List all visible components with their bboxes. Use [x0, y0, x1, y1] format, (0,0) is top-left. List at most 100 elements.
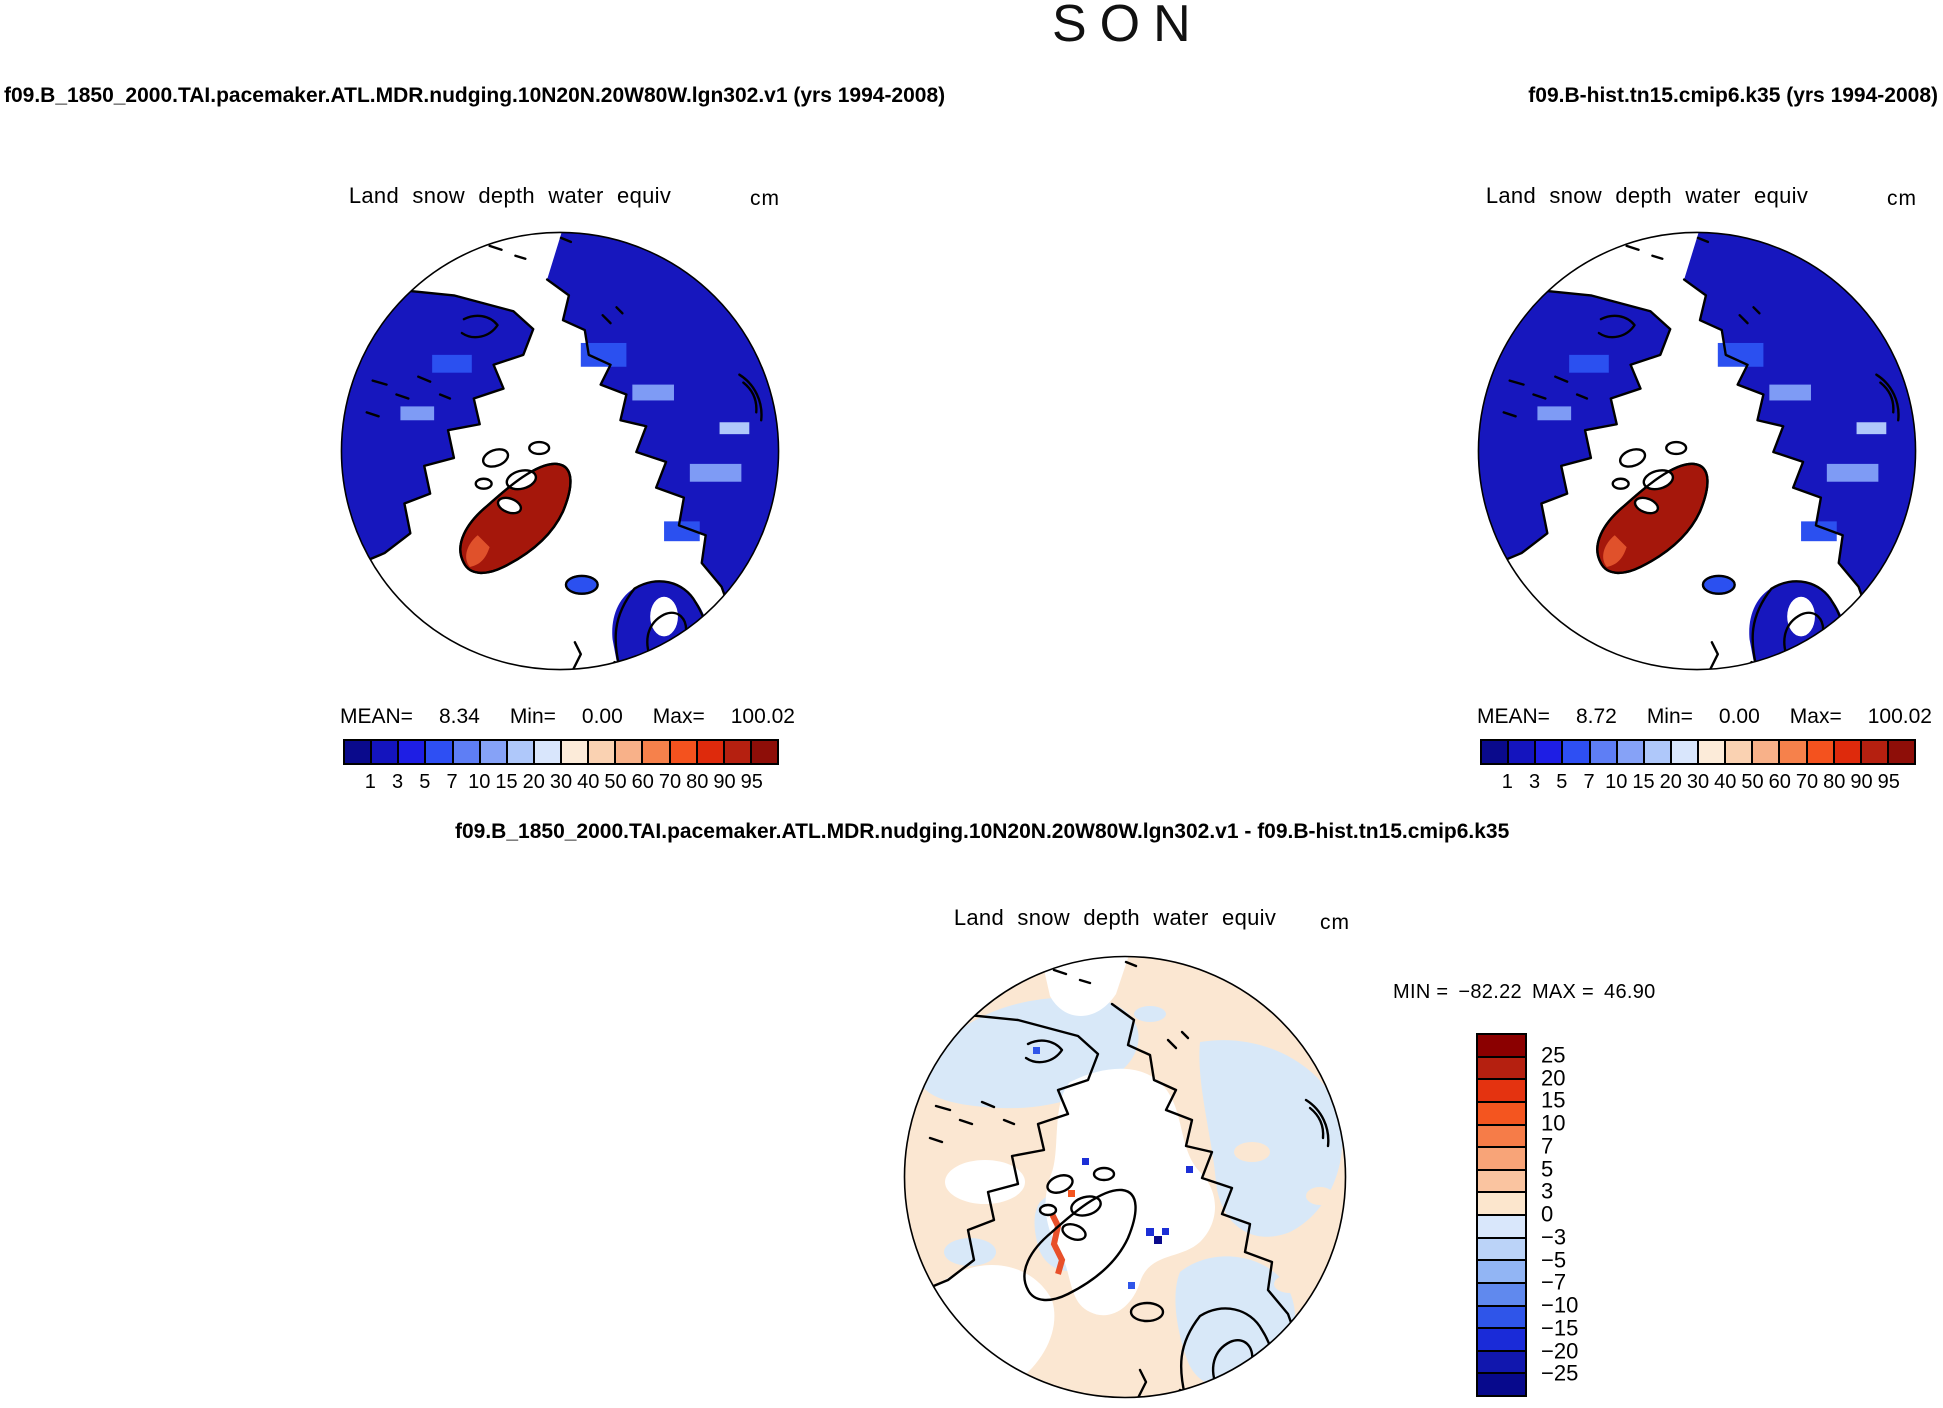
- colorbar-segment: [1478, 1080, 1525, 1103]
- stats-row: MEAN= 8.72 Min= 0.00 Max= 100.02: [1477, 705, 1932, 729]
- min-value: 0.00: [1718, 705, 1760, 728]
- colorbar-tick-label: 30: [1686, 771, 1710, 793]
- colorbar-tick-label: 90: [713, 771, 736, 793]
- snow-colorbar-ticks: 1 3 5 7 10 15 20 30 40 50 60 70 80 90 95: [343, 771, 779, 795]
- colorbar-segment: [724, 741, 752, 763]
- colorbar-segment: [1888, 741, 1914, 763]
- colorbar-tick-label: 50: [604, 771, 627, 793]
- colorbar-segment: [1478, 1193, 1525, 1216]
- snow-colorbar: [343, 739, 779, 765]
- colorbar-segment: [1478, 1329, 1525, 1352]
- difference-colorbar: [1476, 1033, 1527, 1397]
- colorbar-segment: [1478, 1170, 1525, 1194]
- colorbar-segment: [1536, 741, 1564, 763]
- colorbar-segment: [589, 741, 617, 763]
- map-title: Land snow depth water equiv: [1485, 183, 1809, 208]
- colorbar-segment: [562, 741, 590, 763]
- colorbar-tick-label: 80: [686, 771, 709, 793]
- colorbar-segment: [1807, 741, 1835, 763]
- colorbar-tick-label: 5: [419, 771, 431, 793]
- colorbar-tick-label: 5: [1556, 771, 1568, 793]
- colorbar-segment: [1482, 741, 1510, 763]
- colorbar-segment: [480, 741, 508, 763]
- colorbar-tick-label: 1: [364, 771, 376, 793]
- colorbar-tick-label: 60: [631, 771, 654, 793]
- colorbar-segment: [453, 741, 481, 763]
- max-value: 46.90: [1604, 981, 1656, 1003]
- max-value: 100.02: [730, 705, 795, 728]
- colorbar-tick-label: 30: [549, 771, 573, 793]
- colorbar-segment: [1780, 741, 1808, 763]
- panel-top-left: Land snow depth water equiv cm MEAN= 8.34…: [330, 183, 795, 803]
- colorbar-tick-label: 7: [446, 771, 458, 793]
- colorbar-tick-label: 70: [658, 771, 682, 793]
- difference-map: [903, 952, 1350, 1399]
- colorbar-segment: [1563, 741, 1591, 763]
- colorbar-segment: [507, 741, 535, 763]
- max-label: Max=: [1789, 705, 1842, 728]
- colorbar-segment: [1753, 741, 1781, 763]
- colorbar-tick-label: −3: [1541, 1224, 1567, 1250]
- colorbar-segment: [1644, 741, 1672, 763]
- colorbar-tick-label: 3: [1528, 771, 1541, 793]
- min-label: MIN =: [1393, 981, 1449, 1003]
- units-label: cm: [750, 187, 780, 210]
- colorbar-segment: [1478, 1035, 1525, 1058]
- colorbar-tick-label: 7: [1541, 1133, 1554, 1159]
- colorbar-segment: [1699, 741, 1727, 763]
- snow-map-right: [1477, 231, 1917, 671]
- colorbar-segment: [1834, 741, 1862, 763]
- colorbar-segment: [426, 741, 454, 763]
- colorbar-tick-label: 0: [1541, 1201, 1554, 1227]
- colorbar-tick-label: −15: [1541, 1315, 1579, 1341]
- colorbar-segment: [1478, 1283, 1525, 1307]
- colorbar-tick-label: 40: [1714, 771, 1737, 793]
- colorbar-segment: [697, 741, 725, 763]
- colorbar-segment: [1478, 1238, 1525, 1262]
- colorbar-segment: [1478, 1351, 1525, 1375]
- colorbar-tick-label: 95: [1877, 771, 1900, 793]
- colorbar-segment: [1590, 741, 1618, 763]
- max-label: MAX =: [1531, 981, 1595, 1003]
- colorbar-tick-label: 5: [1541, 1155, 1554, 1181]
- colorbar-tick-label: 15: [1632, 771, 1655, 793]
- colorbar-segment: [1478, 1057, 1525, 1081]
- colorbar-tick-label: 15: [1541, 1087, 1566, 1113]
- colorbar-tick-label: −5: [1541, 1246, 1567, 1272]
- colorbar-segment: [1671, 741, 1699, 763]
- colorbar-segment: [1509, 741, 1537, 763]
- colorbar-segment: [534, 741, 562, 763]
- colorbar-tick-label: 40: [577, 771, 600, 793]
- season-title: SON: [1052, 0, 1204, 53]
- min-value: −82.22: [1458, 981, 1522, 1003]
- colorbar-tick-label: 15: [495, 771, 518, 793]
- map-boundary-circle: [1477, 231, 1917, 671]
- colorbar-tick-label: −10: [1541, 1292, 1579, 1318]
- difference-colorbar-ticks: 25 20 15 10 7 5 3 0 −3 −5 −7 −10 −15 −20 −25: [1541, 1033, 1611, 1397]
- colorbar-tick-label: 20: [1659, 771, 1682, 793]
- min-label: Min=: [1646, 705, 1693, 728]
- colorbar-segment: [1478, 1261, 1525, 1284]
- colorbar-tick-label: 95: [740, 771, 763, 793]
- colorbar-tick-label: −20: [1541, 1337, 1579, 1363]
- snow-map-left: [340, 231, 780, 671]
- colorbar-segment: [1478, 1216, 1525, 1239]
- colorbar-tick-label: 1: [1501, 771, 1513, 793]
- difference-title: f09.B_1850_2000.TAI.pacemaker.ATL.MDR.nu…: [455, 820, 1510, 843]
- colorbar-tick-label: 80: [1823, 771, 1846, 793]
- colorbar-tick-label: −7: [1541, 1269, 1567, 1295]
- colorbar-segment: [1861, 741, 1889, 763]
- min-label: Min=: [509, 705, 556, 728]
- colorbar-segment: [1478, 1306, 1525, 1330]
- colorbar-segment: [372, 741, 400, 763]
- colorbar-segment: [643, 741, 671, 763]
- colorbar-tick-label: 3: [391, 771, 404, 793]
- run-title-left: f09.B_1850_2000.TAI.pacemaker.ATL.MDR.nu…: [4, 84, 946, 107]
- minmax-row: MIN = −82.22 MAX = 46.90: [1393, 981, 1666, 1004]
- max-value: 100.02: [1867, 705, 1932, 728]
- run-title-right: f09.B-hist.tn15.cmip6.k35 (yrs 1994-2008…: [1528, 84, 1938, 107]
- snow-colorbar-ticks: 1 3 5 7 10 15 20 30 40 50 60 70 80 90 95: [1480, 771, 1916, 795]
- colorbar-segment: [751, 741, 777, 763]
- difference-field: [904, 952, 1350, 1398]
